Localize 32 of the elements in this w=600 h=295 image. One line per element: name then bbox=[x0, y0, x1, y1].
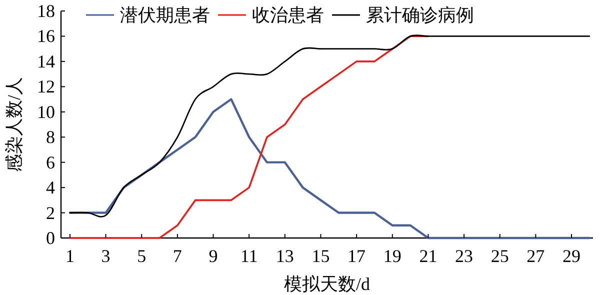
x-tick-label: 13 bbox=[276, 246, 294, 266]
y-tick-label: 4 bbox=[46, 178, 55, 198]
x-tick-label: 29 bbox=[562, 246, 581, 266]
y-tick-label: 2 bbox=[46, 202, 55, 223]
x-tick-label: 25 bbox=[490, 246, 509, 266]
x-tick-label: 9 bbox=[208, 246, 218, 266]
x-axis-title: 模拟天数/d bbox=[284, 274, 370, 294]
y-tick-label: 12 bbox=[37, 76, 55, 97]
x-tick-label: 3 bbox=[101, 246, 110, 266]
line-series bbox=[69, 34, 590, 218]
legend-label: 累计确诊病例 bbox=[366, 5, 474, 25]
y-tick-label: 0 bbox=[46, 228, 55, 248]
line-series bbox=[68, 98, 591, 240]
x-tick-label: 7 bbox=[172, 246, 182, 266]
x-tick-label: 27 bbox=[526, 246, 545, 266]
x-tick-label: 15 bbox=[312, 246, 330, 266]
x-tick-label: 23 bbox=[455, 246, 474, 266]
x-tick-label: 5 bbox=[137, 246, 146, 266]
x-tick-label: 17 bbox=[348, 246, 366, 266]
legend-label: 潜伏期患者 bbox=[120, 5, 210, 25]
y-tick-label: 6 bbox=[46, 152, 55, 172]
y-tick-label: 16 bbox=[37, 26, 55, 46]
y-tick-label: 8 bbox=[46, 127, 55, 148]
y-tick-label: 14 bbox=[37, 51, 55, 72]
x-tick-label: 19 bbox=[383, 246, 402, 266]
x-tick-label: 11 bbox=[240, 246, 258, 266]
x-tick-label: 21 bbox=[419, 246, 438, 266]
y-axis-title: 感染人数/人 bbox=[4, 76, 24, 172]
y-tick-label: 18 bbox=[37, 1, 55, 21]
legend-label: 收治患者 bbox=[252, 5, 324, 25]
x-tick-label: 1 bbox=[65, 246, 74, 266]
y-tick-label: 10 bbox=[37, 102, 55, 122]
